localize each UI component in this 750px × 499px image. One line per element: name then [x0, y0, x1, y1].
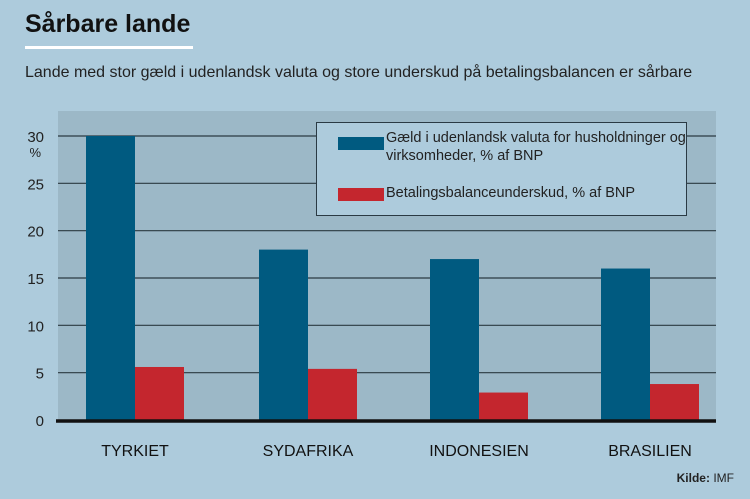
- legend-label-deficit: Betalingsbalanceunderskud, % af BNP: [386, 185, 636, 201]
- legend-swatch-debt: [338, 137, 384, 150]
- bar-deficit: [308, 368, 357, 420]
- bar-debt: [430, 259, 479, 420]
- chart-title: Sårbare lande: [25, 10, 191, 38]
- x-tick-label: SYDAFRIKA: [263, 443, 354, 460]
- legend: Gæld i udenlandsk valuta for husholdning…: [316, 122, 687, 216]
- bar-debt: [86, 136, 135, 420]
- y-tick-label: 10: [27, 318, 44, 335]
- bar-deficit: [135, 366, 184, 420]
- chart-subtitle: Lande med stor gæld i udenlandsk valuta …: [25, 64, 693, 81]
- source-value: IMF: [713, 471, 734, 485]
- y-tick-label: 15: [27, 271, 44, 288]
- y-tick-label: 30: [27, 129, 44, 146]
- bar-debt: [601, 268, 650, 420]
- source-note: Kilde: IMF: [677, 471, 734, 485]
- x-tick-label: INDONESIEN: [429, 443, 529, 460]
- bar-deficit: [650, 384, 699, 420]
- x-tick-label: TYRKIET: [101, 443, 169, 460]
- y-axis-unit: %: [29, 145, 41, 160]
- source-label: Kilde:: [676, 471, 710, 485]
- y-tick-label: 5: [36, 366, 44, 383]
- bar-debt: [259, 249, 308, 420]
- title-underline: [25, 46, 193, 49]
- x-tick-label: BRASILIEN: [608, 443, 692, 460]
- bar-deficit: [479, 392, 528, 420]
- y-tick-label: 20: [27, 224, 44, 241]
- legend-swatch-deficit: [338, 188, 384, 201]
- legend-label-debt: Gæld i udenlandsk valuta for husholdning…: [386, 130, 686, 164]
- y-tick-label: 0: [36, 413, 44, 430]
- y-tick-label: 25: [27, 176, 44, 193]
